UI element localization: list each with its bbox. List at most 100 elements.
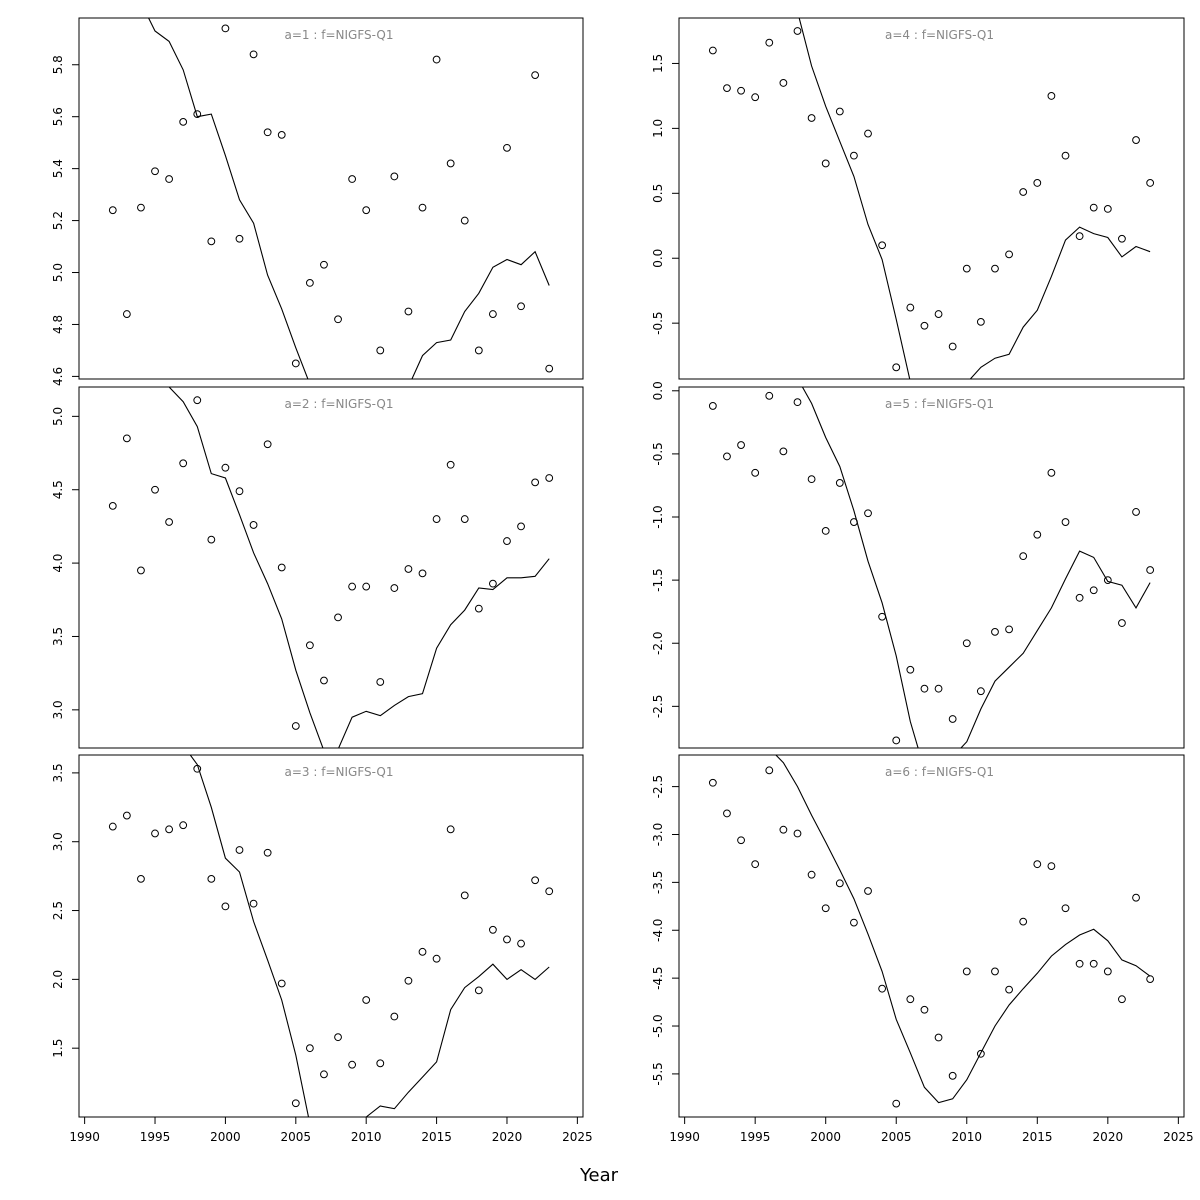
observed-point — [334, 613, 342, 622]
y-tick-label: 4.0 — [51, 554, 65, 573]
observed-point — [404, 307, 413, 316]
observed-point — [807, 870, 816, 879]
observed-point — [793, 829, 802, 838]
observed-point — [488, 579, 497, 588]
observed-point — [751, 93, 760, 102]
observed-point — [864, 129, 872, 138]
observed-point — [235, 234, 244, 243]
observed-point — [221, 24, 230, 33]
observed-point — [934, 310, 943, 318]
observed-point — [708, 46, 717, 55]
panel-data — [108, 18, 554, 379]
x-tick-label: 2015 — [421, 1130, 452, 1144]
observed-point — [263, 128, 272, 137]
y-tick-label: 0.5 — [651, 184, 665, 203]
observed-point — [277, 563, 286, 572]
observed-point — [850, 518, 858, 526]
observed-point — [1146, 975, 1155, 983]
observed-point — [821, 159, 830, 168]
observed-point — [765, 38, 774, 47]
observed-point — [708, 402, 717, 410]
observed-point — [723, 84, 731, 93]
observed-point — [835, 879, 844, 888]
observed-point — [249, 899, 258, 908]
observed-point — [821, 526, 830, 535]
observed-point — [221, 463, 230, 472]
observed-point — [348, 1060, 357, 1069]
observed-point — [723, 809, 731, 818]
observed-point — [751, 468, 760, 477]
observed-point — [503, 143, 511, 152]
observed-point — [1146, 566, 1155, 574]
observed-point — [892, 1099, 901, 1108]
observed-point — [737, 86, 745, 95]
observed-point — [235, 846, 244, 854]
observed-point — [460, 891, 469, 900]
panel-5: a=5 : f=NIGFS-Q1 -2.5 -2.0 -1.5 -1.0 -0.5 0.0 — [651, 381, 1185, 749]
y-tick-label: -5.5 — [651, 1062, 665, 1085]
panel-data — [708, 18, 1155, 379]
observed-point — [390, 1012, 399, 1021]
observed-point — [334, 1033, 342, 1042]
panel-6: a=6 : f=NIGFS-Q1 -5.5 -5.0 -4.5 -4.0 -3.5 -3.0… — [651, 754, 1194, 1144]
y-tick-label: 5.0 — [51, 407, 65, 426]
observed-point — [1047, 92, 1056, 100]
panel-data — [108, 387, 554, 748]
y-tick-label: 2.0 — [51, 970, 65, 989]
observed-point — [991, 967, 999, 976]
y-tick-label: 0.0 — [651, 381, 665, 400]
observed-point — [151, 167, 159, 176]
observed-point — [1118, 234, 1126, 243]
observed-point — [460, 216, 469, 225]
fitted-line — [798, 18, 1151, 379]
observed-point — [517, 939, 525, 948]
observed-point — [708, 778, 717, 787]
observed-point — [906, 995, 915, 1004]
observed-point — [263, 440, 272, 449]
observed-point — [362, 206, 371, 215]
observed-point — [1075, 959, 1084, 968]
observed-point — [418, 569, 427, 578]
observed-point — [305, 1044, 314, 1053]
observed-point — [503, 537, 511, 545]
y-tick-label: 3.0 — [51, 832, 65, 851]
panel-frame — [678, 386, 1185, 749]
fitted-line — [147, 18, 550, 379]
x-tick-label: 2020 — [492, 1130, 523, 1144]
observed-point — [348, 582, 357, 591]
observed-point — [765, 391, 774, 400]
observed-point — [1033, 530, 1042, 539]
y-tick-label: 4.5 — [51, 480, 65, 499]
observed-point — [305, 641, 314, 650]
y-tick-label: 4.6 — [51, 367, 65, 386]
y-tick-label: -0.5 — [651, 442, 665, 465]
observed-point — [446, 460, 455, 469]
observed-point — [920, 321, 929, 330]
observed-point — [235, 487, 244, 496]
observed-point — [348, 175, 357, 183]
observed-point — [517, 302, 525, 311]
observed-point — [976, 1049, 985, 1058]
observed-point — [418, 203, 427, 212]
x-tick-label: 2000 — [210, 1130, 241, 1144]
observed-point — [1019, 917, 1028, 926]
y-tick-label: 3.5 — [51, 763, 65, 782]
x-tick-label: 1995 — [740, 1130, 771, 1144]
observed-point — [1075, 593, 1084, 602]
observed-point — [320, 1070, 328, 1079]
y-tick-label: 3.5 — [51, 627, 65, 646]
observed-point — [779, 825, 788, 834]
observed-point — [488, 310, 497, 318]
x-tick-label: 2005 — [881, 1130, 912, 1144]
y-tick-label: -4.0 — [651, 919, 665, 942]
observed-point — [1061, 904, 1070, 913]
observed-point — [878, 241, 887, 250]
observed-point — [249, 50, 258, 59]
observed-point — [362, 996, 371, 1004]
observed-point — [1047, 862, 1056, 870]
observed-point — [1146, 179, 1155, 187]
observed-point — [305, 279, 314, 287]
observed-point — [390, 584, 399, 592]
y-tick-label: 1.5 — [51, 1039, 65, 1058]
